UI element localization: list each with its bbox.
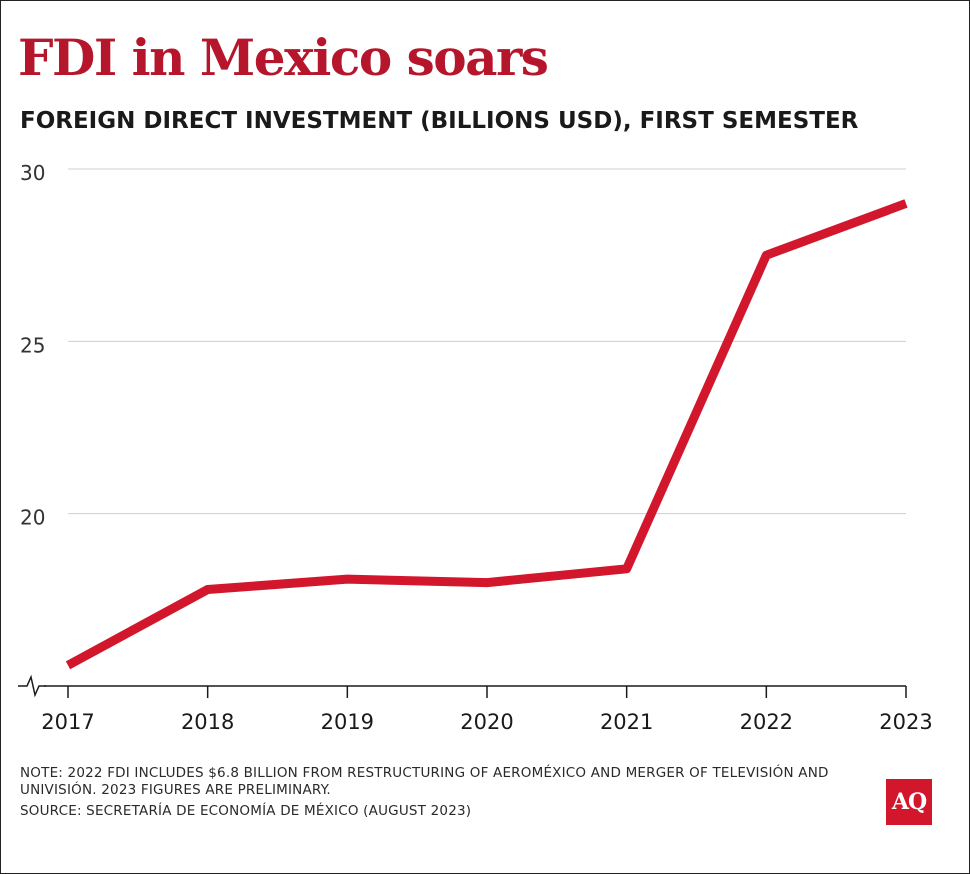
x-tick-label: 2020 [460, 710, 513, 734]
x-tick-label: 2018 [181, 710, 234, 734]
data-point-2022 [762, 251, 771, 260]
aq-logo: AQ [886, 779, 932, 825]
series-line-fdi [65, 199, 908, 670]
y-tick-label: 25 [20, 333, 45, 357]
y-tick-label: 20 [20, 506, 45, 530]
x-tick-label: 2023 [879, 710, 932, 734]
data-point-2018 [203, 585, 212, 594]
data-point-2021 [622, 564, 631, 573]
chart-subtitle: FOREIGN DIRECT INVESTMENT (BILLIONS USD)… [20, 108, 859, 134]
data-point-2017 [64, 661, 73, 670]
y-tick-label: 30 [20, 161, 45, 185]
data-point-2020 [483, 578, 492, 587]
x-tick-label: 2019 [321, 710, 374, 734]
x-tick-label: 2021 [600, 710, 653, 734]
data-point-2023 [902, 199, 911, 208]
chart-title: FDI in Mexico soars [18, 28, 549, 87]
chart-notes: NOTE: 2022 FDI INCLUDES $6.8 BILLION FRO… [20, 765, 850, 820]
data-point-2019 [343, 575, 352, 584]
chart-note: NOTE: 2022 FDI INCLUDES $6.8 BILLION FRO… [20, 765, 829, 798]
x-tick-label: 2017 [41, 710, 94, 734]
chart-source: SOURCE: SECRETARÍA DE ECONOMÍA DE MÉXICO… [20, 803, 472, 819]
x-tick-label: 2022 [740, 710, 793, 734]
axis-break-icon [18, 674, 46, 698]
